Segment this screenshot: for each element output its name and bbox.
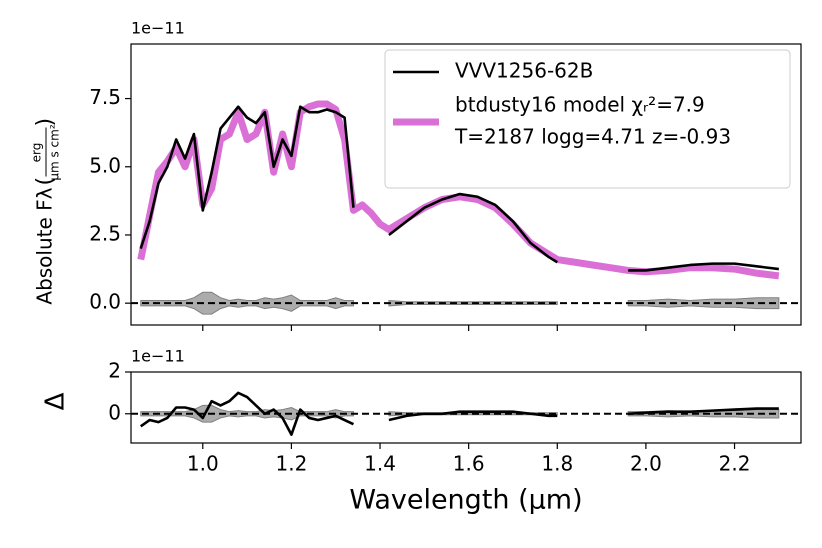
y-tick-label: 0 (108, 400, 121, 424)
legend-label: VVV1256-62B (455, 59, 593, 83)
y-axis-label-paren: ( (33, 177, 58, 186)
x-axis-label: Wavelength (µm) (349, 485, 582, 516)
spectrum-line (139, 391, 355, 436)
y-tick-label: 2.5 (89, 221, 121, 245)
plot-area (131, 100, 801, 315)
spectrum-line (139, 105, 355, 250)
plot-area (131, 391, 801, 436)
y-axis-label-paren: ) (33, 118, 58, 127)
legend-label: btdusty16 model χᵣ²=7.9 (455, 93, 705, 117)
spectrum-line (628, 407, 779, 416)
x-tick-label: 1.8 (541, 452, 573, 476)
y-axis-label-text: Absolute Fλ (33, 187, 57, 304)
y-axis-unit-num: erg (30, 143, 44, 163)
x-tick-label: 1.0 (187, 452, 219, 476)
legend-box (384, 49, 791, 189)
legend-label: T=2187 logg=4.71 z=-0.93 (454, 125, 731, 149)
y-axis-label: Δ (41, 392, 71, 410)
spectrum-line (628, 262, 780, 272)
x-tick-label: 2.0 (630, 452, 662, 476)
spectrum-line (388, 410, 558, 422)
axes-frame (130, 43, 802, 326)
x-tick-label: 1.4 (364, 452, 396, 476)
x-tick-label: 1.2 (276, 452, 308, 476)
y-axis-unit-den: µm s cm² (48, 124, 62, 180)
axes-frame (130, 371, 802, 444)
y-axis-label: Absolute Fλ( erg µm s cm²) (30, 118, 62, 305)
y-tick-label: 0.0 (89, 290, 121, 314)
y-tick-label: 7.5 (89, 85, 121, 109)
y-tick-label: 5.0 (89, 153, 121, 177)
spectrum-line (388, 192, 558, 264)
offset-text: 1e−11 (131, 19, 185, 38)
y-tick-label: 2 (108, 359, 121, 383)
x-tick-label: 2.2 (719, 452, 751, 476)
x-tick-label: 1.6 (453, 452, 485, 476)
spectrum-line (137, 100, 780, 280)
offset-text: 1e−11 (131, 347, 185, 366)
